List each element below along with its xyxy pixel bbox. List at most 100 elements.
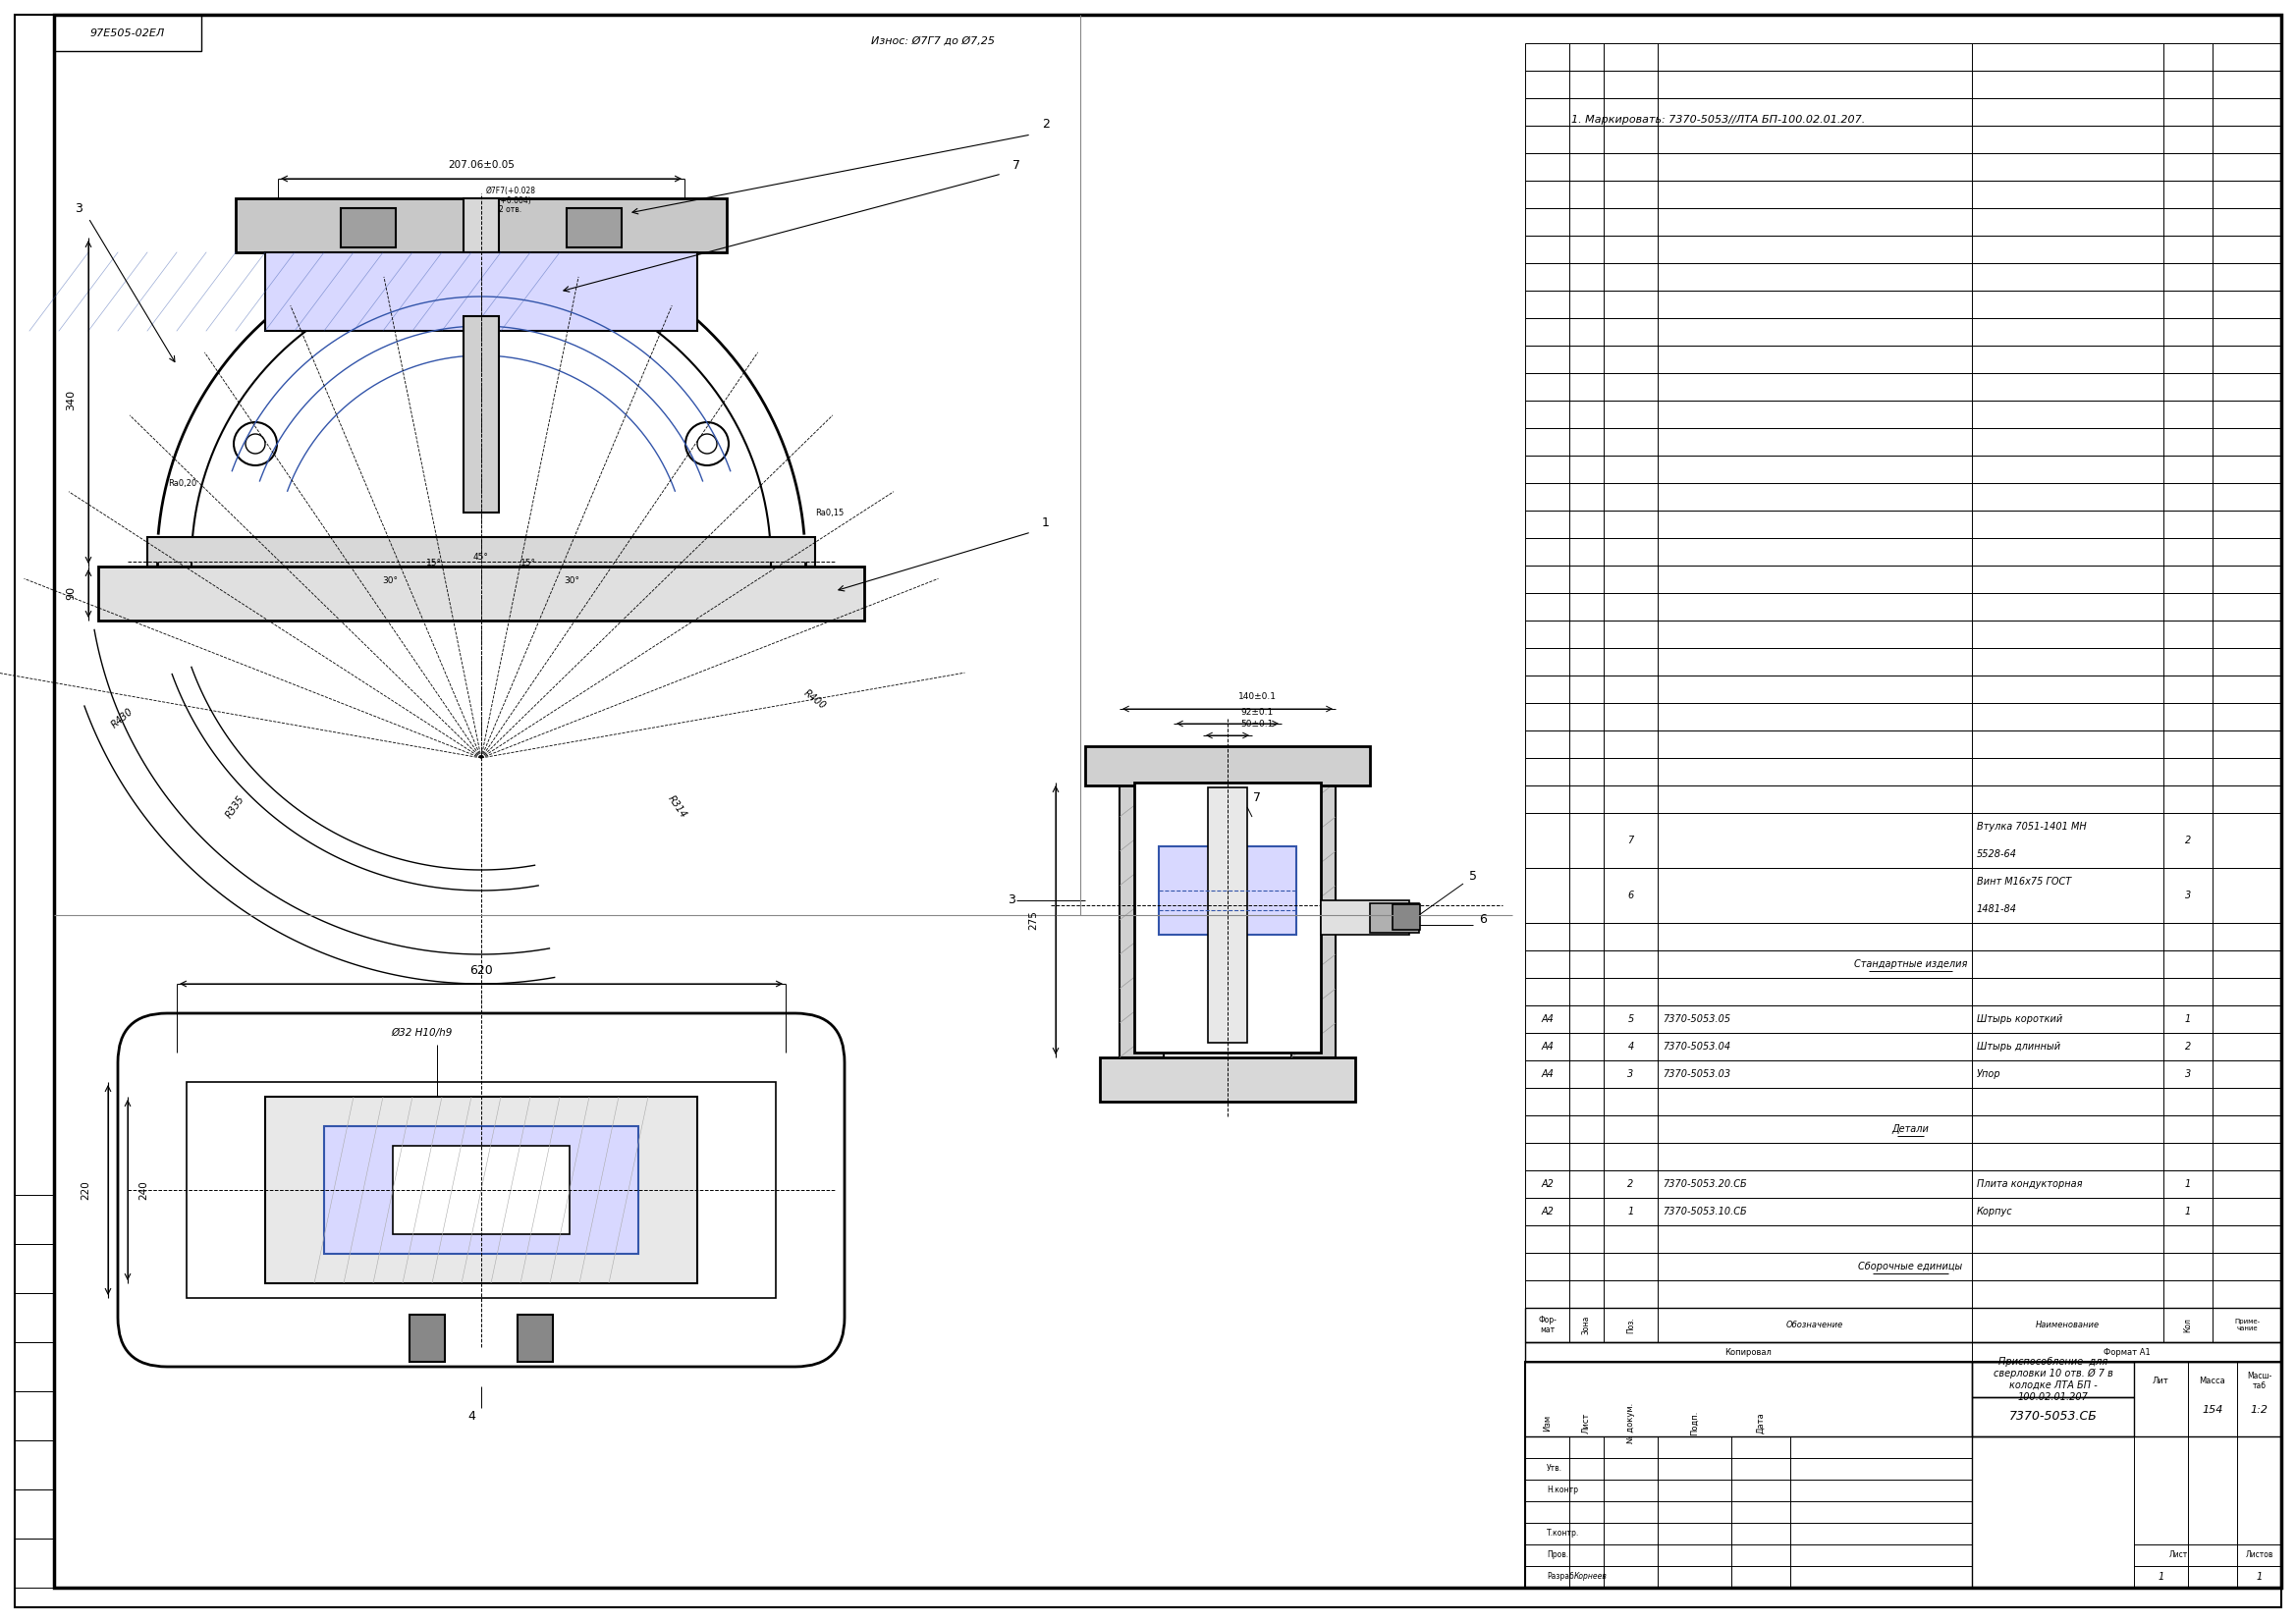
Bar [1525,1280,2282,1307]
Bar [1134,782,1320,1053]
Text: 7: 7 [1013,159,1019,172]
Bar [1525,263,2282,290]
Bar [236,198,728,253]
Bar [1525,1362,2282,1588]
Text: Плита кондукторная: Плита кондукторная [1977,1179,2082,1189]
Text: 1: 1 [2186,1014,2190,1023]
Text: 30°: 30° [565,576,581,586]
Text: Ø32 Н10/h9: Ø32 Н10/h9 [393,1028,452,1038]
Bar [1525,180,2282,208]
Bar [1525,950,2282,978]
Text: Формат А1: Формат А1 [2103,1348,2149,1356]
Text: 2: 2 [2186,1041,2190,1051]
Text: Пров.: Пров. [1548,1551,1568,1560]
Text: R430: R430 [110,707,135,730]
Text: Поз.: Поз. [1626,1317,1635,1333]
Text: 7: 7 [1628,835,1635,845]
Text: 1: 1 [1628,1207,1635,1216]
Text: 1: 1 [1042,516,1049,529]
Text: Масса: Масса [2200,1377,2225,1385]
Bar [147,537,815,566]
Bar [1525,511,2282,539]
Text: Корпус: Корпус [1977,1207,2014,1216]
Bar [340,208,395,248]
Bar [1320,900,1410,934]
Text: 6: 6 [1479,913,1488,926]
Bar [1525,566,2282,594]
Circle shape [234,422,278,466]
Bar [14,1195,55,1244]
Bar [1525,483,2282,511]
Bar [99,566,863,621]
Text: Зона: Зона [1582,1315,1591,1335]
Text: 1. Маркировать: 7370-5053//ЛТА БП-100.02.01.207.: 1. Маркировать: 7370-5053//ЛТА БП-100.02… [1573,115,1864,125]
Text: Ra0,15: Ra0,15 [815,508,845,517]
Text: 140±0.1: 140±0.1 [1238,693,1277,702]
Text: 7370-5053.03: 7370-5053.03 [1662,1069,1731,1079]
FancyBboxPatch shape [117,1014,845,1367]
Text: 1481-84: 1481-84 [1977,905,2018,915]
Text: 240: 240 [138,1181,149,1200]
Text: 2: 2 [1042,118,1049,131]
Text: 1: 1 [2158,1572,2165,1581]
Text: +0.004): +0.004) [491,196,530,204]
Bar [1290,782,1336,1058]
Bar [1525,456,2282,483]
Bar [14,1489,55,1539]
Circle shape [739,1182,753,1197]
Text: Винт М16х75 ГОСТ: Винт М16х75 ГОСТ [1977,878,2071,887]
Bar [567,208,622,248]
Text: Подп.: Подп. [1690,1410,1699,1435]
Text: 15°: 15° [521,558,535,568]
Bar [1525,785,2282,813]
Text: 7370-5053.СБ: 7370-5053.СБ [2009,1411,2096,1422]
Text: Стандартные изделия: Стандартные изделия [1853,959,1968,968]
Bar [1120,782,1164,1058]
Text: А2: А2 [1541,1207,1554,1216]
Text: Ra0,20: Ra0,20 [168,478,197,488]
Text: № докум.: № докум. [1626,1403,1635,1444]
Bar [1159,847,1297,934]
Text: 5: 5 [1469,869,1476,882]
Text: 50±0.1: 50±0.1 [1240,719,1274,728]
Bar [1525,1088,2282,1116]
Text: 220: 220 [80,1181,90,1200]
Bar [186,1082,776,1298]
Text: 275: 275 [1029,910,1038,929]
Text: R335: R335 [225,795,248,821]
Text: 7370-5053.10.СБ: 7370-5053.10.СБ [1662,1207,1747,1216]
Text: Штырь короткий: Штырь короткий [1977,1014,2062,1023]
Text: 15°: 15° [427,558,443,568]
Text: Фор-
мат: Фор- мат [1538,1315,1557,1335]
Bar [1086,746,1371,785]
Bar [1972,1362,2133,1397]
Circle shape [728,1173,765,1208]
Bar [55,15,202,50]
Text: 4: 4 [468,1410,475,1422]
Bar [1525,757,2282,785]
Bar [264,1096,698,1283]
Bar [1525,1252,2282,1280]
Text: Ø7F7(+0.028: Ø7F7(+0.028 [487,187,535,195]
Text: Лист: Лист [2170,1551,2188,1560]
Bar [1525,1061,2282,1088]
Text: Детали: Детали [1892,1124,1929,1134]
Bar [1525,1033,2282,1061]
Bar [14,1293,55,1341]
Bar [264,253,698,331]
Bar [1525,978,2282,1006]
Bar [393,1145,569,1234]
Text: 7370-5053.05: 7370-5053.05 [1662,1014,1731,1023]
Text: 5528-64: 5528-64 [1977,850,2018,860]
Text: Приме-
чание: Приме- чание [2234,1319,2259,1332]
Circle shape [585,221,602,235]
Text: 97Е505-02ЕЛ: 97Е505-02ЕЛ [90,29,165,39]
Text: Сборочные единицы: Сборочные единицы [1857,1262,1963,1272]
Circle shape [687,422,728,466]
Text: Обозначение: Обозначение [1786,1320,1844,1330]
Text: 2 отв.: 2 отв. [498,206,521,214]
Bar [464,316,498,513]
Bar [1525,290,2282,318]
Text: 3: 3 [2186,890,2190,900]
Bar [1525,44,2282,71]
